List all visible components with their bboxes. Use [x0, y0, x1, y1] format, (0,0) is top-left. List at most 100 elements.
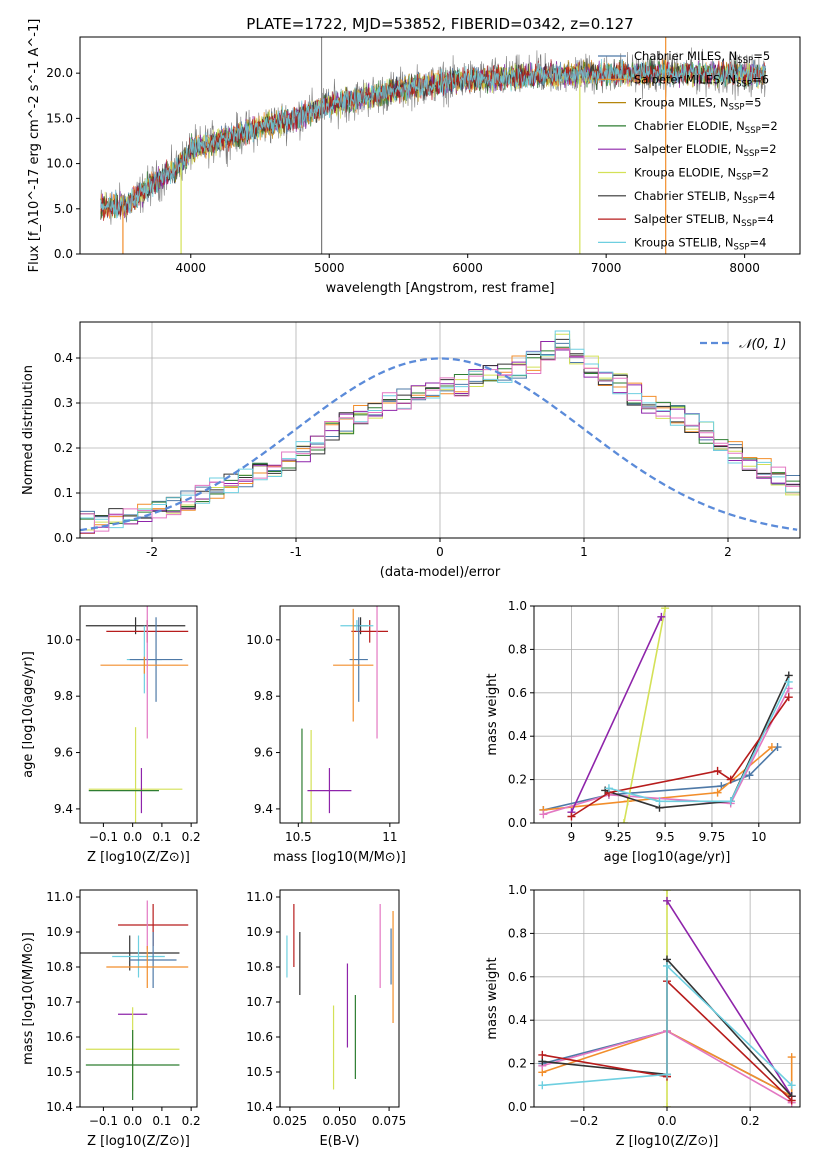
weight-marker-7-1 [655, 797, 664, 806]
ytick-label-2: 9.8 [54, 689, 73, 703]
weight-marker-0-3 [745, 771, 754, 780]
ytick-label-0: 9.4 [254, 802, 273, 816]
weight-marker-7-1 [663, 1070, 671, 1079]
weight-line-2 [543, 688, 790, 816]
weight-marker-6-3 [726, 775, 735, 784]
xtick-label-3: 9.75 [699, 830, 726, 844]
ytick-label-4: 0.4 [54, 351, 73, 365]
xtick-label-0: 0.025 [273, 1114, 307, 1128]
spectrum-legend: Chabrier MILES, NSSP=5 Salpeter MILES, NS… [598, 49, 778, 252]
ylabel-spectrum: Flux [f_λ10^-17 erg cm^-2 s^-1 A^-1] [27, 19, 42, 273]
spectrum-model-8 [100, 59, 766, 219]
ytick-label-1: 10.5 [246, 1065, 273, 1079]
weight-marker-7-3 [787, 1081, 796, 1090]
weight-marker-6-3 [787, 1096, 796, 1105]
frame-mass_vs_ebv [279, 889, 400, 1108]
weight-marker-7-0 [604, 784, 613, 793]
plot-area-spectrum [100, 37, 766, 254]
xtick-label-0: −0.1 [89, 1114, 118, 1128]
weight-marker-1-3 [787, 1053, 796, 1062]
xtick-label-0: −0.2 [569, 1114, 598, 1128]
weight-marker-3-0 [663, 1103, 671, 1107]
frame-weight_vs_Z [533, 889, 801, 1108]
plot-area-weight_vs_age [539, 606, 793, 823]
ylabel-residuals: Normed distribution [21, 365, 36, 495]
legend-entry-5: Kroupa ELODIE, NSSP=2 [634, 166, 769, 183]
xtick-label-2: 0.1 [152, 830, 171, 844]
weight-marker-3-0 [619, 819, 628, 823]
ytick-label-1: 5.0 [54, 202, 73, 216]
ytick-label-2: 9.8 [254, 689, 273, 703]
weight-marker-6-0 [538, 1050, 547, 1059]
ytick-label-3: 10.0 [46, 633, 73, 647]
legend-entry-7: Salpeter STELIB, NSSP=4 [634, 212, 774, 229]
ytick-label-1: 0.2 [508, 773, 527, 787]
weight-marker-7-2 [663, 961, 671, 970]
xtick-label-1: 0.0 [123, 830, 142, 844]
xlabel-weight_vs_age: age [log10(age/yr)] [604, 850, 731, 865]
xlabel-age_vs_Z: Z [log10(Z/Z⊙)] [87, 850, 190, 865]
weight-line-6 [571, 696, 790, 818]
xtick-label-2: 0 [436, 545, 444, 559]
ytick-label-2: 0.2 [54, 441, 73, 455]
frame-residuals [79, 321, 801, 539]
ytick-label-2: 10.0 [46, 157, 73, 171]
panel-mass_vs_ebv: 0.025 0.050 0.075 10.4 10.5 10.6 10.7 10.8 10.9 1… [246, 889, 406, 1149]
ytick-label-4: 0.8 [508, 926, 527, 940]
weight-marker-4-0 [663, 896, 671, 905]
xtick-label-0: −0.1 [89, 830, 118, 844]
xtick-label-1: 5000 [314, 261, 345, 275]
ytick-label-3: 0.6 [508, 970, 527, 984]
ytick-label-5: 1.0 [508, 599, 527, 613]
ytick-label-5: 1.0 [508, 883, 527, 897]
ytick-label-1: 9.6 [254, 746, 273, 760]
ytick-label-1: 0.1 [54, 486, 73, 500]
legend-entry-3: Chabrier ELODIE, NSSP=2 [634, 119, 778, 136]
xtick-label-2: 6000 [452, 261, 483, 275]
ylabel-age_vs_Z: age [log10(age/yr)] [21, 651, 36, 778]
plot-area-age_vs_Z [85, 606, 189, 823]
weight-marker-3-1 [663, 890, 671, 894]
ytick-label-0: 0.0 [54, 247, 73, 261]
xtick-label-2: 0.075 [372, 1114, 406, 1128]
ylabel-weight_vs_age: mass weight [485, 673, 500, 755]
weight-marker-4-1 [657, 612, 666, 621]
panel-age_vs_Z: −0.1 0.0 0.1 0.2 9.4 9.6 9.8 10.0 Z [log10(Z/Z⊙)… [21, 605, 201, 865]
xlabel-mass_vs_ebv: E(B-V) [319, 1134, 359, 1149]
ytick-label-6: 11.0 [46, 890, 73, 904]
ytick-label-3: 10.7 [246, 995, 273, 1009]
ytick-label-1: 9.6 [54, 746, 73, 760]
histogram-7 [80, 348, 800, 538]
weight-marker-3-1 [661, 606, 670, 613]
figure-title: PLATE=1722, MJD=53852, FIBERID=0342, z=0… [246, 15, 633, 33]
xlabel-residuals: (data-model)/error [380, 565, 501, 580]
ytick-label-1: 10.5 [46, 1065, 73, 1079]
ytick-label-3: 15.0 [46, 111, 73, 125]
ytick-label-5: 10.9 [46, 925, 73, 939]
xtick-label-1: 11 [382, 830, 397, 844]
xtick-label-0: -2 [146, 545, 158, 559]
ylabel-weight_vs_Z: mass weight [485, 957, 500, 1039]
xtick-label-3: 0.2 [182, 830, 201, 844]
legend-entry-1: Salpeter MILES, NSSP=6 [634, 72, 769, 89]
panel-weight_vs_Z: −0.2 0.0 0.2 0.0 0.2 0.4 0.6 0.8 1.0 Z [log10(Z/Z… [485, 883, 801, 1149]
plot-area-weight_vs_Z [538, 890, 796, 1107]
weight-line-1 [542, 1030, 793, 1098]
ytick-label-2: 0.4 [508, 729, 527, 743]
weight-marker-7-3 [784, 677, 793, 686]
panel-mass_vs_Z: −0.1 0.0 0.1 0.2 10.4 10.5 10.6 10.7 10.8 10.9 11.… [21, 889, 201, 1149]
gaussian-curve [80, 357, 798, 532]
panel-residuals: -2 -1 0 1 2 0.0 0.1 0.2 0.3 0.4 (data-model)/error… [21, 321, 801, 580]
weight-marker-7-0 [538, 1081, 547, 1090]
ytick-label-3: 10.7 [46, 995, 73, 1009]
xtick-label-0: 10.5 [285, 830, 312, 844]
xtick-label-1: 0.050 [322, 1114, 356, 1128]
xtick-label-4: 10 [751, 830, 766, 844]
plot-area-mass_vs_ebv [286, 904, 394, 1090]
plot-area-mass_vs_Z [80, 900, 189, 1100]
xlabel-mass_vs_Z: Z [log10(Z/Z⊙)] [87, 1134, 190, 1149]
ytick-label-0: 10.4 [46, 1100, 73, 1114]
ytick-label-4: 10.8 [246, 960, 273, 974]
ytick-label-0: 0.0 [508, 1100, 527, 1114]
xtick-label-1: 0.0 [657, 1114, 676, 1128]
